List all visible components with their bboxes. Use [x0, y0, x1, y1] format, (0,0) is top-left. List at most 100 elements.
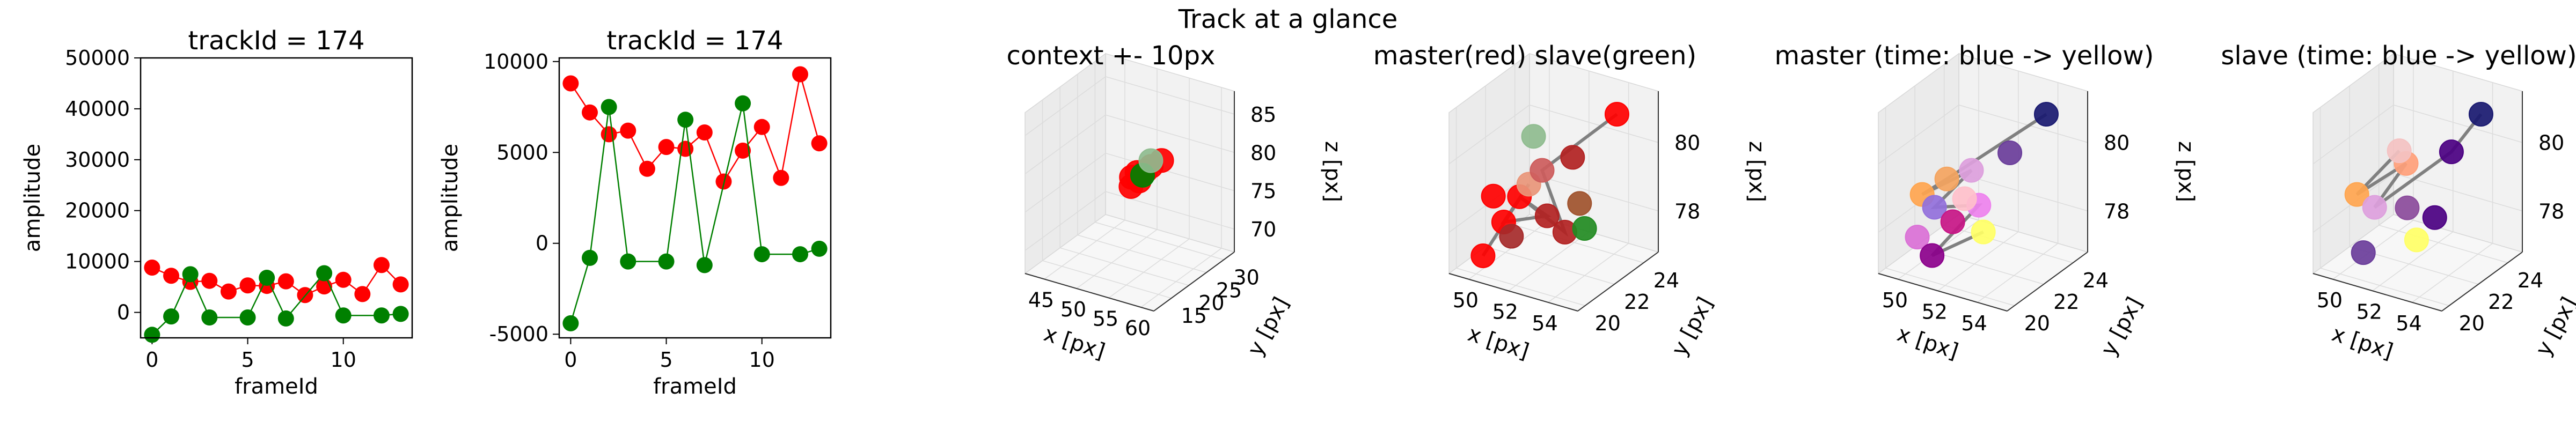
y-axis-line: [2441, 252, 2523, 312]
x-tick-label: 50: [1060, 298, 1086, 321]
grid-line: [1885, 268, 2015, 306]
grid-line: [1105, 114, 1235, 153]
data-point: [373, 257, 390, 273]
x-axis-label: frameId: [235, 374, 318, 399]
data-point: [392, 306, 409, 322]
scatter-point: [2344, 182, 2369, 207]
y-tick-label: 15: [1181, 304, 1207, 328]
grid-line: [1024, 76, 1106, 136]
data-point: [639, 160, 655, 177]
y-tick-label: 24: [2518, 269, 2543, 292]
scatter-point: [1920, 243, 1945, 268]
grid-line: [1958, 105, 2088, 143]
y-tick-label: 30000: [65, 148, 130, 172]
z-tick-label: 80: [1250, 141, 1276, 165]
x-tick-label: 54: [2396, 312, 2421, 335]
z-tick-label: 80: [2104, 131, 2129, 155]
scatter-point: [2387, 138, 2412, 164]
y-axis-label: y [px]: [1243, 293, 1294, 360]
x-tick-label: 60: [1125, 316, 1151, 340]
x-tick-label: 50: [2317, 289, 2343, 312]
scatter-point: [2351, 240, 2376, 265]
grid-line: [1937, 231, 2019, 291]
y-axis-label: amplitude: [20, 144, 45, 252]
scatter-point: [1499, 224, 1524, 249]
grid-line: [1105, 76, 1235, 115]
grid-line: [1456, 268, 1585, 306]
grid-line: [1977, 243, 2059, 303]
data-point: [677, 140, 694, 157]
plot-frame: [140, 57, 413, 339]
y-axis-label: y [px]: [2096, 293, 2147, 360]
scatter-point: [1560, 145, 1585, 170]
y-axis-line: [1577, 252, 1659, 312]
scatter-point: [1567, 191, 1592, 216]
z-tick-label: 80: [1674, 131, 1700, 155]
z-tick-label: 70: [1250, 218, 1276, 241]
x-tick-label: 50: [1882, 289, 1908, 312]
y-tick-label: 25: [1216, 278, 1242, 302]
scatter-point: [1572, 216, 1597, 241]
y-tick-label: 40000: [65, 97, 130, 121]
chart-title: context +- 10px: [1007, 41, 1216, 71]
x-axis-line: [1878, 273, 2008, 312]
z-axis-label: z [px]: [1744, 141, 1769, 202]
x-tick-label: 0: [145, 348, 158, 372]
scatter-point: [1959, 158, 1984, 183]
grid-line: [2372, 231, 2454, 291]
y-axis-label: y [px]: [2531, 293, 2576, 360]
data-point: [335, 307, 352, 324]
chart-title: trackId = 174: [606, 26, 783, 56]
data-point: [601, 126, 617, 143]
scatter-point: [2033, 101, 2059, 127]
grid-line: [1514, 225, 1644, 263]
grid-line: [1105, 152, 1235, 191]
data-point: [696, 257, 713, 273]
line-chart-2: trackId = 174 0 5 10 -5000 0 5000 10000 frameId a…: [438, 26, 832, 399]
scatter-point: [2422, 205, 2447, 230]
data-point: [354, 286, 371, 302]
data-point: [735, 95, 751, 112]
y-tick-label: 10000: [484, 50, 548, 73]
data-point: [562, 75, 579, 92]
scatter-point: [1529, 158, 1555, 183]
y-axis-line: [1153, 252, 1235, 312]
y-tick-label: -5000: [489, 322, 548, 346]
grid-line: [1108, 238, 1190, 299]
x-axis-label: x [px]: [2329, 321, 2396, 364]
data-point: [239, 277, 256, 294]
scatter-point: [1138, 148, 1163, 173]
data-point: [792, 246, 808, 263]
scatter-point: [1934, 166, 1959, 191]
grid-line: [1529, 173, 1659, 212]
y-axis-label: amplitude: [438, 144, 463, 252]
data-point: [277, 273, 294, 290]
data-point: [811, 135, 828, 152]
grid-line: [1468, 220, 1550, 280]
data-point: [220, 283, 237, 300]
grid-line: [2393, 105, 2523, 143]
grid-line: [2379, 225, 2508, 263]
data-point: [658, 139, 675, 156]
grid-line: [1044, 219, 1125, 280]
chart-title: master(red) slave(green): [1373, 41, 1696, 71]
plot-frame: [558, 57, 832, 339]
scatter-point: [2404, 227, 2429, 253]
grid-line: [1958, 173, 2088, 212]
y-tick-label: 22: [1624, 290, 1650, 314]
data-point: [792, 66, 808, 83]
x-tick-label: 45: [1028, 289, 1054, 312]
data-point: [144, 327, 160, 343]
x-axis-line: [2312, 273, 2442, 312]
x-tick-label: 52: [2357, 300, 2382, 323]
scatter-point: [1604, 101, 1629, 127]
grid-line: [1529, 105, 1659, 143]
y-tick-label: 20: [1595, 312, 1621, 335]
x-tick-label: 10: [331, 348, 356, 372]
data-point: [277, 310, 294, 327]
data-point: [582, 249, 598, 266]
scatter-point: [2468, 101, 2493, 127]
grid-line: [1042, 260, 1172, 299]
scatter-point: [1534, 203, 1560, 228]
